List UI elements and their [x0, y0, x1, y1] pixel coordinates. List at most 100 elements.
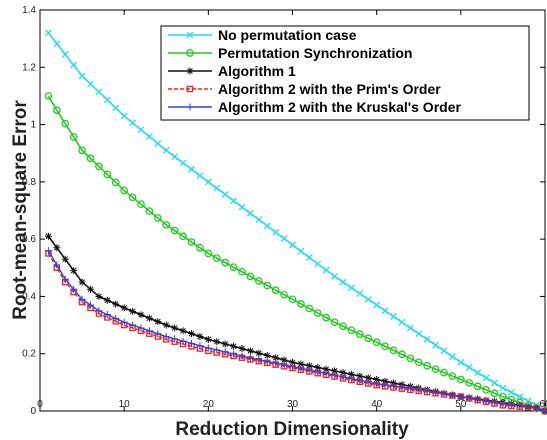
marker-x-stroke [246, 209, 254, 217]
marker-circle [490, 389, 499, 398]
marker-circle [212, 254, 221, 262]
marker-x-stroke [44, 29, 52, 37]
marker-circle [473, 382, 482, 391]
marker-star-stroke [146, 315, 153, 322]
marker-circle [186, 49, 194, 57]
marker-star-stroke [255, 350, 262, 356]
marker-circle [381, 342, 389, 351]
marker-circle [246, 272, 255, 281]
marker-x-stroke [331, 272, 339, 280]
series-line [47, 253, 546, 412]
marker-circle [322, 313, 331, 322]
marker-circle [196, 243, 204, 252]
marker-star-stroke [365, 374, 372, 381]
marker-star-stroke [154, 318, 161, 325]
marker-circle [263, 281, 272, 290]
marker-x-stroke [356, 290, 364, 298]
marker-star-stroke [323, 366, 330, 373]
marker-circle [52, 106, 61, 115]
marker-x-stroke [448, 353, 456, 361]
marker-x-stroke [390, 313, 397, 320]
legend-box [160, 25, 530, 121]
series-markers [44, 29, 547, 415]
series-layer [44, 29, 547, 415]
marker-circle [238, 267, 246, 276]
marker-x-stroke [415, 330, 423, 338]
marker-star-stroke [281, 357, 287, 363]
marker-circle [170, 226, 179, 235]
marker-star-stroke [129, 308, 136, 315]
marker-circle [153, 214, 162, 222]
marker-x-stroke [499, 384, 507, 392]
marker-circle [339, 322, 347, 331]
marker-star-stroke [187, 68, 193, 74]
marker-star-stroke [298, 361, 304, 367]
marker-x-stroke [406, 324, 414, 332]
marker-star-stroke [289, 359, 296, 366]
marker-circle [330, 318, 339, 327]
marker-circle [288, 295, 297, 304]
marker-star-stroke [247, 347, 254, 354]
series-1 [44, 92, 547, 415]
marker-x-stroke [474, 369, 482, 377]
y-axis-title: Root-mean-square Error [10, 100, 31, 320]
marker-x-stroke [70, 61, 78, 69]
marker-circle [69, 133, 78, 141]
y-tick-label: 0.2 [22, 349, 36, 360]
marker-x-stroke [186, 31, 194, 39]
marker-star-stroke [53, 244, 60, 251]
marker-circle [137, 200, 145, 209]
legend-label: Permutation Synchronization [218, 45, 412, 61]
marker-circle [86, 154, 95, 163]
y-tick-label: 0 [30, 406, 36, 417]
marker-x-stroke [171, 153, 179, 161]
x-tick-label: 0 [37, 399, 43, 410]
marker-x-stroke [373, 301, 381, 309]
marker-circle [398, 350, 406, 359]
marker-circle [221, 258, 230, 267]
legend-label: Algorithm 2 with the Prim's Order [218, 81, 441, 97]
marker-star-stroke [222, 341, 229, 347]
marker-circle [372, 338, 381, 347]
marker-star-stroke [96, 293, 102, 300]
legend-label: No permutation case [218, 27, 357, 43]
marker-x-stroke [339, 278, 347, 286]
marker-x-stroke [314, 260, 322, 268]
marker-x-stroke [120, 112, 128, 120]
y-tick-label: 0.4 [22, 291, 36, 302]
marker-x-stroke [465, 364, 473, 371]
marker-x-stroke [381, 307, 389, 315]
marker-circle [229, 263, 238, 272]
marker-x-stroke [95, 88, 103, 96]
x-tick-label: 40 [371, 399, 383, 410]
marker-circle [313, 309, 322, 317]
marker-star-stroke [356, 373, 363, 379]
marker-circle [111, 178, 120, 187]
marker-x-stroke [423, 335, 431, 343]
marker-circle [271, 286, 280, 294]
y-tick-label: 1.2 [22, 62, 36, 73]
x-tick-label: 20 [203, 399, 215, 410]
marker-x-stroke [305, 254, 313, 261]
legend-item: Algorithm 2 with the Kruskal's Order [168, 99, 461, 115]
marker-x-stroke [440, 347, 448, 355]
marker-star-stroke [163, 322, 170, 328]
marker-x-stroke [432, 341, 440, 349]
marker-star-stroke [180, 327, 186, 334]
marker-x-stroke [507, 388, 515, 396]
marker-star-stroke [62, 256, 69, 263]
marker-x-stroke [280, 235, 288, 243]
marker-x-stroke [238, 203, 246, 211]
marker-circle [364, 334, 373, 343]
marker-circle [280, 290, 288, 299]
marker-circle [61, 119, 70, 128]
legend-label: Algorithm 1 [218, 63, 296, 79]
marker-circle [179, 232, 187, 241]
marker-circle [440, 368, 448, 377]
series-markers [44, 92, 547, 415]
legend-item: Permutation Synchronization [168, 45, 412, 61]
x-tick-label: 30 [287, 399, 299, 410]
marker-circle [431, 365, 440, 374]
marker-circle [78, 146, 86, 155]
marker-star-stroke [79, 279, 85, 285]
